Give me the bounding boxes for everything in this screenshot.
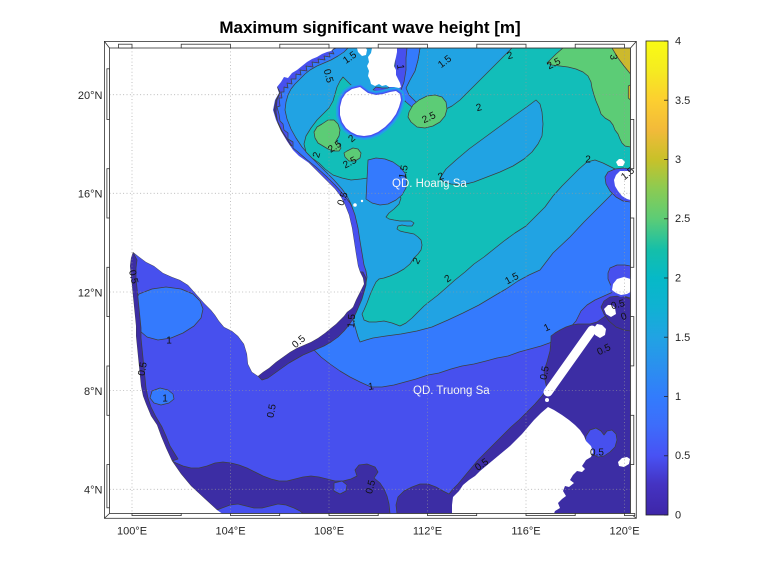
svg-text:1.5: 1.5 — [675, 332, 690, 344]
svg-text:0: 0 — [675, 510, 681, 522]
svg-text:20°N: 20°N — [78, 90, 103, 102]
svg-text:112°E: 112°E — [413, 526, 442, 538]
svg-text:QD. Hoang Sa: QD. Hoang Sa — [392, 178, 467, 190]
svg-text:1: 1 — [367, 381, 374, 393]
svg-text:104°E: 104°E — [215, 526, 245, 538]
svg-text:0.5: 0.5 — [137, 361, 150, 377]
svg-text:120°E: 120°E — [609, 526, 639, 538]
svg-text:0.5: 0.5 — [364, 478, 378, 495]
svg-text:2.5: 2.5 — [675, 213, 690, 225]
svg-text:0.5: 0.5 — [126, 269, 140, 285]
svg-text:0.5: 0.5 — [595, 342, 613, 358]
svg-text:2: 2 — [585, 155, 591, 166]
svg-text:0.5: 0.5 — [539, 365, 552, 381]
svg-text:Maximum significant wave heigh: Maximum significant wave height [m] — [219, 18, 520, 37]
svg-text:QD. Truong Sa: QD. Truong Sa — [413, 385, 490, 397]
svg-text:1: 1 — [542, 322, 552, 335]
svg-text:0.5: 0.5 — [266, 403, 279, 419]
svg-text:2: 2 — [475, 102, 484, 114]
svg-text:3: 3 — [607, 54, 618, 61]
svg-text:116°E: 116°E — [511, 526, 540, 538]
svg-text:1: 1 — [166, 336, 172, 347]
svg-text:0.5: 0.5 — [590, 448, 604, 459]
svg-text:1.5: 1.5 — [346, 313, 358, 328]
svg-text:8°N: 8°N — [84, 386, 103, 398]
svg-text:16°N: 16°N — [78, 189, 103, 201]
svg-text:2: 2 — [443, 273, 454, 285]
svg-text:2: 2 — [311, 151, 323, 160]
svg-text:4°N: 4°N — [84, 485, 103, 497]
svg-text:0.5: 0.5 — [675, 450, 690, 462]
svg-text:1.5: 1.5 — [398, 164, 411, 180]
svg-text:12°N: 12°N — [78, 287, 103, 299]
svg-text:100°E: 100°E — [117, 526, 147, 538]
svg-text:0.5: 0.5 — [336, 190, 351, 207]
svg-text:2: 2 — [346, 133, 358, 145]
svg-text:3: 3 — [675, 154, 681, 166]
svg-text:2: 2 — [675, 273, 681, 285]
svg-text:2: 2 — [411, 256, 424, 267]
svg-text:1: 1 — [394, 64, 405, 71]
svg-text:108°E: 108°E — [314, 526, 344, 538]
svg-text:0: 0 — [620, 311, 629, 323]
svg-text:2: 2 — [506, 50, 515, 62]
svg-text:1: 1 — [162, 394, 168, 405]
svg-text:0.5: 0.5 — [610, 298, 627, 312]
svg-text:1: 1 — [675, 391, 681, 403]
svg-text:0.5: 0.5 — [321, 68, 335, 85]
svg-text:2: 2 — [437, 171, 446, 183]
svg-text:3.5: 3.5 — [675, 95, 690, 107]
svg-text:2.5: 2.5 — [420, 110, 438, 126]
svg-text:4: 4 — [675, 36, 681, 48]
